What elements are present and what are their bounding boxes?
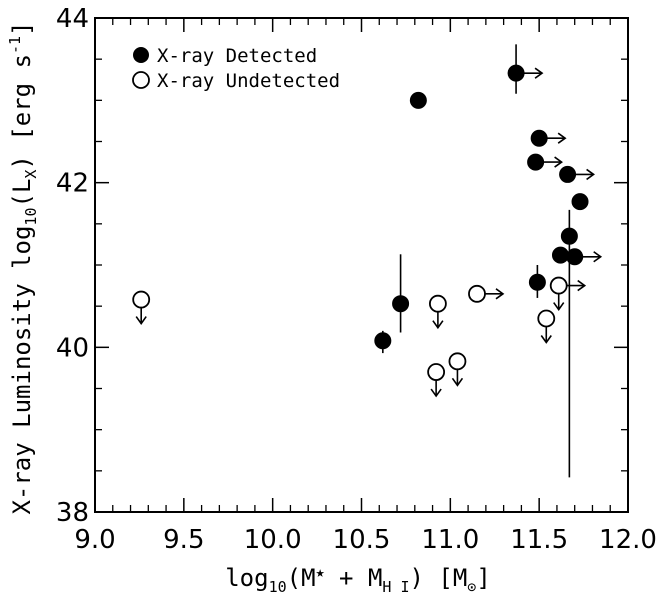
legend-marker-undetected bbox=[132, 71, 150, 89]
detected-point bbox=[507, 64, 525, 82]
undetected-point bbox=[448, 352, 467, 371]
x-limit-arrow-head bbox=[554, 156, 563, 168]
y-tick-label: 38 bbox=[56, 498, 89, 528]
x-tick-labels: 9.0 9.5 10.0 10.5 11.0 11.5 12.0 bbox=[74, 525, 657, 555]
y-upper-limit-arrow-head bbox=[451, 377, 464, 387]
y-tick-label: 44 bbox=[56, 4, 89, 34]
detected-point bbox=[559, 165, 577, 183]
y-upper-limit-arrow-head bbox=[430, 388, 442, 398]
data-marks bbox=[132, 44, 603, 478]
legend-marker-detected bbox=[133, 47, 149, 63]
legend: X-ray Detected X-ray Undetected bbox=[132, 45, 340, 92]
detected-point bbox=[409, 91, 427, 109]
x-tick-label: 12.0 bbox=[599, 525, 657, 555]
undetected-point bbox=[537, 309, 556, 328]
y-tick-labels: 38 40 42 44 bbox=[56, 4, 89, 528]
x-limit-arrow-head bbox=[557, 132, 567, 144]
x-limit-arrow-head bbox=[495, 288, 505, 300]
detected-point bbox=[374, 332, 392, 350]
y-axis-label: X-ray Luminosity log10(LX) [erg s-1] bbox=[6, 21, 40, 514]
y-upper-limit-arrow-head bbox=[432, 320, 444, 330]
x-tick-label: 9.5 bbox=[163, 525, 204, 555]
undetected-point bbox=[468, 284, 486, 303]
x-tick-label: 11.0 bbox=[421, 525, 479, 555]
detected-point bbox=[530, 129, 548, 147]
detected-point bbox=[551, 246, 569, 264]
y-tick-label: 42 bbox=[56, 169, 89, 199]
x-tick-label: 9.0 bbox=[74, 525, 115, 555]
x-limit-arrow-head bbox=[593, 251, 603, 263]
x-tick-label: 10.5 bbox=[333, 525, 391, 555]
detected-point bbox=[392, 295, 410, 313]
undetected-point bbox=[428, 294, 447, 313]
axis-ticks bbox=[94, 17, 629, 513]
legend-label-detected: X-ray Detected bbox=[157, 45, 317, 67]
detected-point bbox=[528, 273, 546, 291]
detected-point bbox=[571, 193, 589, 211]
y-upper-limit-arrow-head bbox=[540, 335, 552, 344]
legend-label-undetected: X-ray Undetected bbox=[157, 70, 340, 92]
detected-point bbox=[527, 153, 545, 171]
undetected-point bbox=[549, 276, 568, 295]
plot-frame bbox=[94, 17, 629, 513]
x-limit-arrow-head bbox=[586, 168, 595, 181]
y-upper-limit-arrow-head bbox=[553, 302, 565, 311]
y-tick-label: 40 bbox=[56, 333, 89, 363]
x-limit-arrow-head bbox=[577, 279, 587, 292]
x-axis-label: log10(M★ + MH I) [M⊙] bbox=[225, 563, 491, 596]
detected-point bbox=[560, 227, 578, 245]
x-tick-label: 11.5 bbox=[510, 525, 568, 555]
x-limit-arrow-head bbox=[534, 67, 544, 79]
detected-point bbox=[566, 248, 584, 266]
y-upper-limit-arrow-head bbox=[135, 316, 147, 325]
undetected-point bbox=[132, 290, 151, 309]
x-tick-label: 10.0 bbox=[244, 525, 302, 555]
undetected-point bbox=[427, 363, 446, 381]
